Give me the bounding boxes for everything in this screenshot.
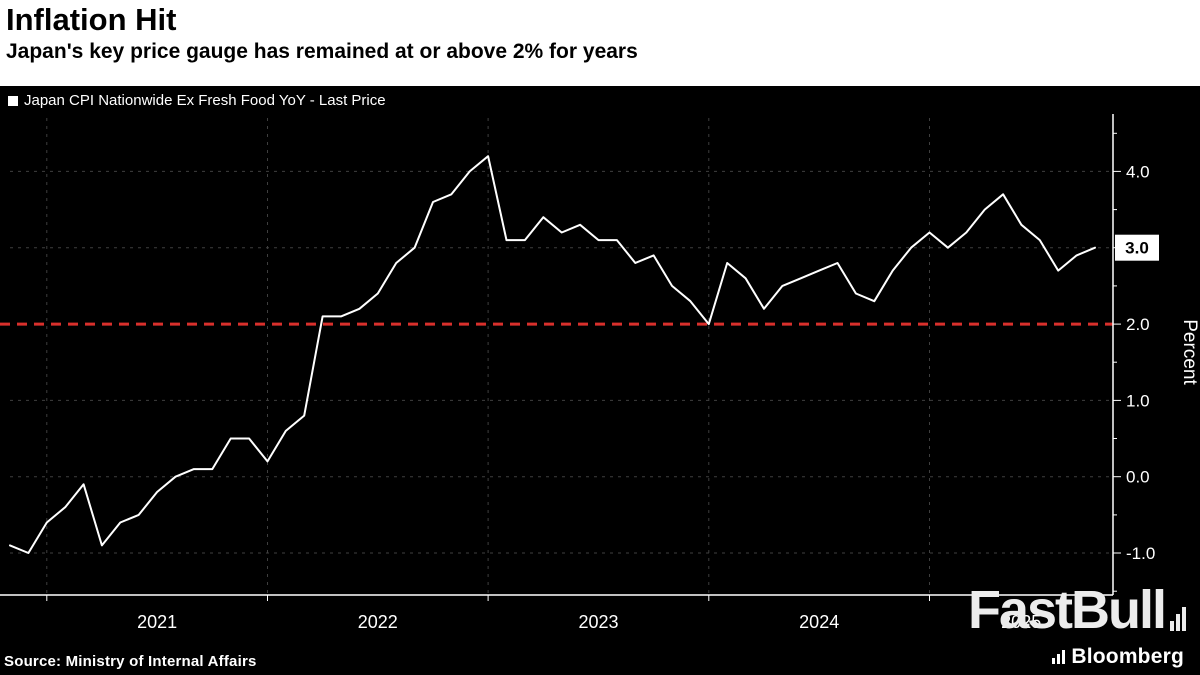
y-tick-label: 2.0	[1126, 315, 1150, 334]
last-price-label: 3.0	[1115, 234, 1159, 261]
cpi-series-line	[9, 155, 1096, 554]
legend-marker-icon	[8, 95, 18, 106]
chart-title: Inflation Hit	[6, 2, 177, 37]
fastbull-watermark: FastBull	[968, 583, 1186, 637]
bloomberg-logo-icon	[1052, 650, 1066, 664]
bloomberg-logo-text: Bloomberg	[1071, 645, 1184, 668]
y-tick-label: -1.0	[1126, 544, 1155, 563]
y-tick-label: 0.0	[1126, 468, 1150, 487]
svg-text:3.0: 3.0	[1125, 239, 1149, 258]
x-year-label: 2025	[1001, 612, 1041, 632]
x-year-label: 2023	[578, 612, 618, 632]
chart-subtitle: Japan's key price gauge has remained at …	[6, 39, 638, 63]
y-axis-title: Percent	[1179, 319, 1200, 385]
y-tick-label: 1.0	[1126, 391, 1150, 410]
legend: Japan CPI Nationwide Ex Fresh Food YoY -…	[8, 92, 386, 109]
x-year-label: 2024	[799, 612, 839, 632]
legend-label: Japan CPI Nationwide Ex Fresh Food YoY -…	[24, 92, 386, 109]
y-tick-label: 4.0	[1126, 162, 1150, 181]
fastbull-watermark-text: FastBull	[967, 580, 1167, 640]
x-year-label: 2022	[358, 612, 398, 632]
bloomberg-logo: Bloomberg	[1052, 645, 1184, 669]
fastbull-logo-icon	[1170, 607, 1186, 637]
x-year-label: 2021	[137, 612, 177, 632]
chart-header: Inflation Hit Japan's key price gauge ha…	[0, 0, 1200, 86]
source-note: Source: Ministry of Internal Affairs	[4, 653, 257, 670]
